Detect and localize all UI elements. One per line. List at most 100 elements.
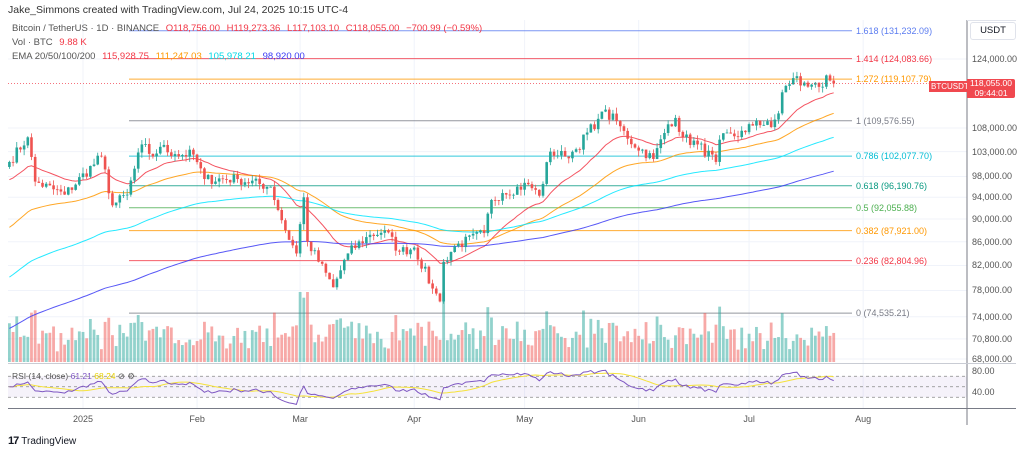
candle-body — [19, 147, 22, 150]
symbol-legend[interactable]: Bitcoin / TetherUS · 1D · BINANCE O118,7… — [12, 23, 486, 34]
ema-legend[interactable]: EMA 20/50/100/200 115,928.75 111,247.03 … — [12, 51, 309, 62]
volume-bar — [276, 337, 280, 362]
candle-body — [324, 263, 328, 273]
volume-bar — [560, 336, 563, 362]
volume-bar — [806, 345, 810, 362]
volume-bar — [732, 329, 736, 362]
volume-bar — [512, 338, 515, 362]
fib-level-label: 0.382 (87,921.00) — [856, 225, 928, 236]
volume-bar — [460, 330, 464, 362]
volume-bar — [574, 331, 578, 362]
volume-bar — [280, 334, 284, 362]
candle-body — [434, 288, 438, 294]
volume-bar — [409, 328, 412, 362]
time-tick-label: Jun — [631, 414, 646, 424]
candle-body — [210, 174, 214, 184]
volume-legend[interactable]: Vol · BTC 9.88 K — [12, 37, 91, 48]
volume-bar — [107, 317, 111, 362]
volume-bar — [442, 292, 446, 362]
candle-body — [236, 174, 239, 180]
candle-body — [652, 153, 655, 159]
candle-body — [526, 182, 530, 185]
volume-bar — [309, 324, 313, 362]
candle-body — [118, 195, 122, 203]
volume-bar — [611, 322, 615, 362]
volume-bar — [390, 331, 394, 362]
candle-body — [707, 150, 710, 157]
volume-bar — [111, 335, 114, 362]
time-tick-label: Feb — [189, 414, 205, 424]
volume-bar — [504, 328, 508, 362]
candle-body — [766, 121, 769, 125]
fibonacci-retracement[interactable] — [129, 30, 852, 314]
volume-bar — [63, 344, 66, 362]
candle-body — [802, 82, 806, 86]
volume-bar — [41, 330, 44, 362]
price-tick-label: 86,000.00 — [972, 236, 1013, 247]
volume-bar — [195, 341, 199, 362]
candle-body — [593, 124, 596, 130]
settings-icon[interactable]: ⚙ — [127, 371, 136, 381]
ema100-line — [9, 136, 834, 278]
volume-bar — [88, 318, 92, 362]
candle-body — [618, 121, 622, 127]
volume-bar — [832, 332, 836, 362]
open-value: O118,756.00 — [165, 23, 220, 34]
candle-body — [192, 149, 195, 155]
volume-bar — [350, 321, 354, 362]
fib-level-label: 1.414 (124,083.66) — [856, 53, 933, 64]
volume-bar — [475, 348, 479, 362]
price-tick-label: 68,000.00 — [972, 353, 1013, 364]
volume-bar — [795, 334, 799, 362]
candle-body — [158, 146, 162, 154]
ema20-value: 115,928.75 — [102, 51, 149, 62]
candle-body — [420, 259, 423, 269]
ema200-line — [9, 170, 834, 329]
candle-body — [228, 179, 232, 183]
volume-bar — [810, 327, 814, 362]
candle-body — [744, 130, 747, 133]
volume-bar — [412, 335, 416, 362]
volume-bar — [501, 326, 504, 362]
volume-bar — [272, 312, 276, 362]
volume-bar — [228, 343, 232, 362]
volume-bar — [479, 330, 482, 362]
candle-body — [217, 178, 221, 182]
volume-bar — [699, 334, 703, 362]
rsi-legend[interactable]: RSI (14, close) 61.21 68.24 ⊘ ⚙ — [12, 371, 135, 382]
candle-body — [755, 120, 758, 126]
candle-body — [254, 178, 258, 181]
candle-body — [52, 185, 55, 190]
volume-bar — [471, 328, 475, 362]
volume-bar — [81, 331, 85, 362]
volume-bar — [799, 337, 802, 362]
volume-bar — [55, 351, 59, 362]
volume-bar — [353, 338, 357, 362]
volume-bar — [736, 349, 740, 362]
candle-body — [361, 241, 364, 244]
currency-button[interactable]: USDT — [970, 22, 1016, 40]
candle-body — [320, 261, 324, 264]
candle-body — [560, 150, 563, 156]
volume-bar — [464, 322, 468, 362]
volume-bar — [526, 344, 530, 362]
candle-body — [70, 187, 74, 190]
visibility-icon[interactable]: ⊘ — [117, 371, 126, 381]
volume-bar — [468, 334, 471, 362]
volume-bar — [379, 338, 383, 362]
candle-body — [596, 118, 600, 130]
volume-bar — [320, 341, 324, 362]
volume-bar — [155, 326, 158, 362]
candle-body — [247, 182, 250, 184]
candle-body — [309, 241, 313, 252]
volume-bar — [648, 343, 652, 362]
candle-body — [376, 234, 379, 236]
tradingview-logo[interactable]: 17 TradingView — [8, 435, 76, 447]
candle-body — [188, 149, 192, 157]
candle-body — [269, 186, 272, 188]
candle-body — [295, 245, 298, 254]
volume-bar — [515, 321, 519, 362]
volume-bar — [85, 338, 89, 362]
candle-body — [214, 181, 217, 184]
candles — [8, 71, 836, 304]
